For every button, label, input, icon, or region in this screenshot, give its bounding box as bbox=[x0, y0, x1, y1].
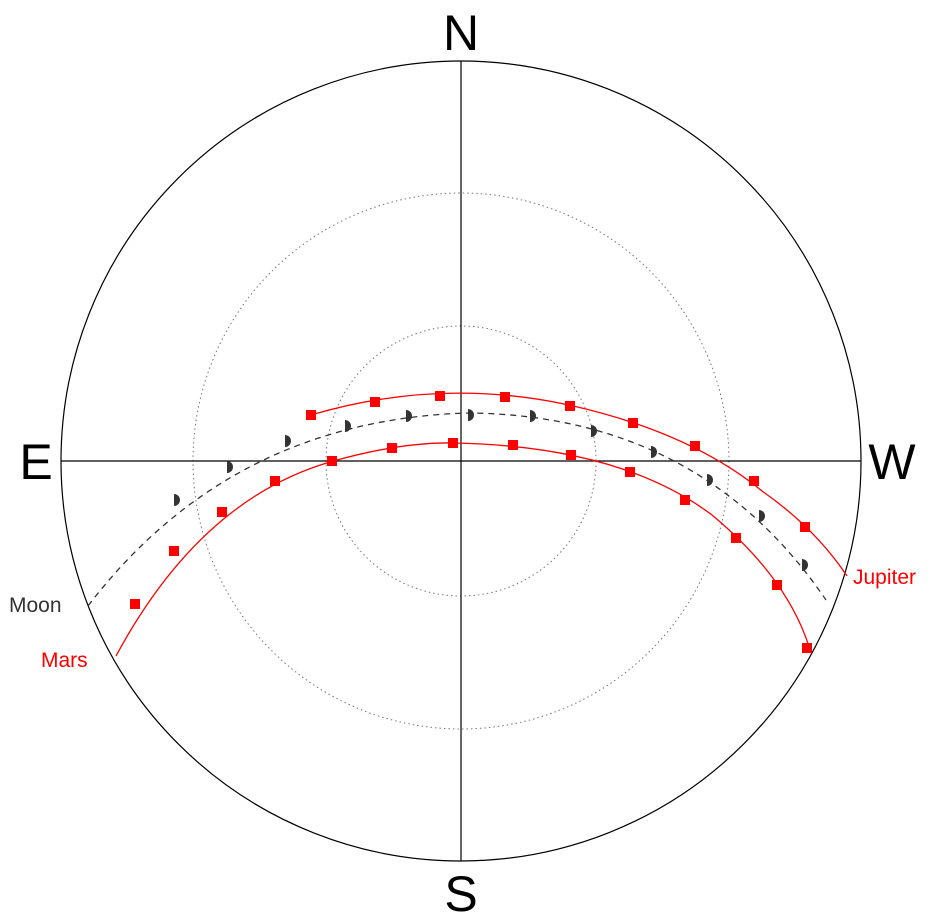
jupiter-marker bbox=[565, 401, 575, 411]
mars-marker bbox=[772, 580, 782, 590]
jupiter-marker bbox=[306, 410, 316, 420]
mars-marker bbox=[130, 599, 140, 609]
mars-marker bbox=[625, 467, 635, 477]
moon-phase-marker bbox=[174, 494, 180, 506]
mars-marker bbox=[217, 507, 227, 517]
mars-marker bbox=[508, 440, 518, 450]
mars-markers bbox=[130, 438, 812, 653]
mars-marker bbox=[327, 456, 337, 466]
mars-track: Mars bbox=[41, 438, 812, 672]
moon-phase-marker bbox=[530, 410, 536, 422]
moon-path bbox=[87, 412, 827, 607]
jupiter-marker bbox=[690, 441, 700, 451]
moon-phase-marker bbox=[802, 559, 808, 571]
mars-path bbox=[115, 442, 812, 657]
moon-phase-marker bbox=[406, 410, 412, 422]
jupiter-marker bbox=[749, 476, 759, 486]
jupiter-label: Jupiter bbox=[853, 566, 916, 589]
moon-phase-marker bbox=[345, 420, 351, 432]
compass-west-label: W bbox=[868, 434, 916, 490]
mars-marker bbox=[731, 533, 741, 543]
moon-phase-marker bbox=[285, 435, 291, 447]
jupiter-marker bbox=[628, 418, 638, 428]
jupiter-marker bbox=[370, 397, 380, 407]
jupiter-markers bbox=[306, 391, 810, 532]
compass-east-label: E bbox=[19, 434, 52, 490]
moon-label: Moon bbox=[9, 594, 62, 617]
jupiter-marker bbox=[435, 391, 445, 401]
mars-marker bbox=[448, 438, 458, 448]
mars-marker bbox=[387, 443, 397, 453]
jupiter-marker bbox=[500, 392, 510, 402]
jupiter-path bbox=[310, 392, 848, 577]
mars-marker bbox=[802, 643, 812, 653]
moon-phase-marker bbox=[591, 425, 597, 437]
jupiter-marker bbox=[800, 522, 810, 532]
compass-south-label: S bbox=[444, 866, 477, 922]
mars-marker bbox=[270, 476, 280, 486]
mars-label: Mars bbox=[41, 649, 88, 672]
mars-marker bbox=[680, 495, 690, 505]
moon-markers bbox=[174, 409, 808, 571]
mars-marker bbox=[169, 546, 179, 556]
mars-marker bbox=[566, 450, 576, 460]
moon-track: Moon bbox=[9, 409, 827, 617]
compass-north-label: N bbox=[443, 5, 479, 61]
moon-phase-marker bbox=[468, 409, 474, 421]
moon-phase-marker bbox=[759, 510, 765, 522]
moon-phase-marker bbox=[707, 474, 713, 486]
jupiter-track: Jupiter bbox=[306, 391, 916, 589]
moon-phase-marker bbox=[651, 446, 657, 458]
moon-phase-marker bbox=[227, 461, 233, 473]
